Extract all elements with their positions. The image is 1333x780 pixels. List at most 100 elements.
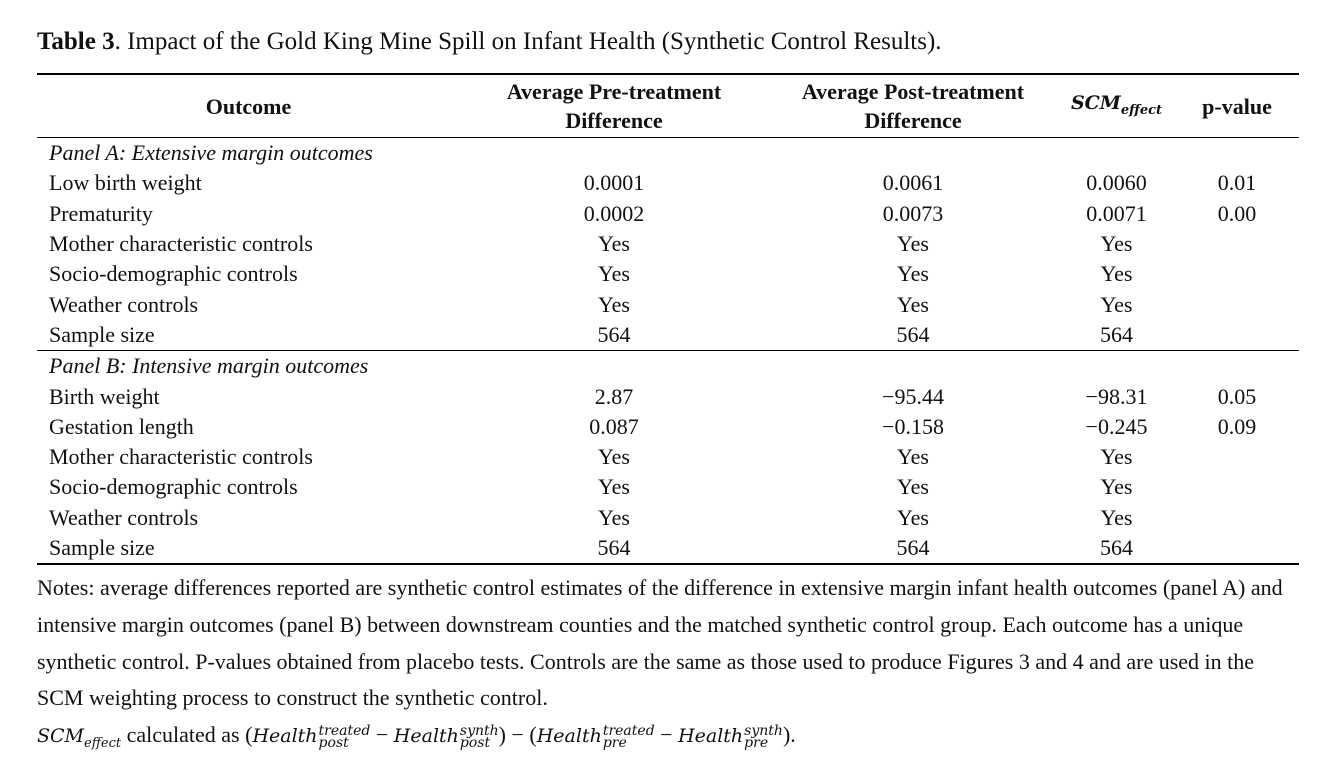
formula-term: Health synth post (393, 723, 499, 752)
results-table: Outcome Average Pre-treatment Difference A… (37, 73, 1299, 566)
column-header: Average Pre-treatment Difference (460, 73, 768, 138)
cell: 0.0073 (882, 200, 944, 226)
math-base: Health (678, 725, 744, 748)
math-base: Health (252, 725, 318, 748)
cell: Yes (1100, 504, 1133, 530)
caption-text: . Impact of the Gold King Mine Spill on … (114, 28, 942, 55)
cell: −0.245 (1085, 413, 1148, 439)
formula-term: Health synth pre (678, 723, 783, 750)
table-row: Mother characteristic controls Yes Yes Yes (37, 229, 1299, 259)
header-row: Outcome Average Pre-treatment Difference A… (37, 73, 1299, 138)
table-row: Mother characteristic controls Yes Yes Yes (37, 442, 1299, 472)
cell: Yes (1100, 291, 1133, 317)
row-label: Weather controls (49, 504, 199, 530)
table-row: Socio-demographic controls Yes Yes Yes (37, 259, 1299, 289)
superscript: synth (744, 723, 783, 740)
cell: Yes (597, 261, 630, 287)
cell: Yes (597, 291, 630, 317)
cell: 564 (768, 532, 1058, 566)
cell: 0.0002 (583, 200, 645, 226)
formula-term: SCMeffect (37, 725, 121, 751)
cell: Yes (1100, 261, 1133, 287)
cell: Yes (896, 231, 929, 257)
row-label: Low birth weight (49, 170, 202, 196)
cell: Yes (896, 291, 929, 317)
panel-title: Panel B: Intensive margin outcomes (37, 350, 1299, 382)
math-base: SCM (1070, 92, 1121, 115)
table-row: Weather controls Yes Yes Yes (37, 503, 1299, 533)
subscript: post (459, 735, 491, 752)
column-header: Outcome (37, 73, 460, 138)
cell: Yes (896, 444, 929, 470)
formula: SCMeffect calculated as (Health treated po… (37, 722, 796, 752)
cell: Yes (896, 474, 929, 500)
panel-title-row: Panel A: Extensive margin outcomes (37, 138, 1299, 169)
cell: 0.00 (1217, 200, 1257, 226)
table-row: Sample size 564 564 564 (37, 532, 1299, 566)
table-body: Panel A: Extensive margin outcomes Low bi… (37, 138, 1299, 566)
math-base: Health (393, 725, 459, 748)
cell: 2.87 (594, 383, 634, 409)
formula-text: ( (529, 722, 537, 748)
formula-text: ( (245, 722, 253, 748)
subscript: effect (84, 735, 122, 751)
formula-text: ). (782, 722, 796, 748)
cell: −0.158 (882, 413, 944, 439)
sup-sub: treated post (318, 724, 371, 752)
subscript: effect (1120, 102, 1163, 118)
formula-text: calculated as (121, 722, 246, 748)
notes-text: Notes: average differences reported are … (37, 575, 1283, 711)
cell: Yes (1100, 474, 1133, 500)
cell: 564 (1100, 321, 1133, 347)
sup-sub: treated pre (602, 724, 655, 752)
cell: Yes (597, 504, 630, 530)
column-header-math: SCMeffect (1070, 92, 1162, 118)
cell: 0.087 (589, 413, 639, 439)
subscript: post (318, 735, 349, 752)
sup-sub: synth pre (744, 723, 783, 750)
table-row: Birth weight 2.87 −95.44 −98.31 0.05 (37, 381, 1299, 411)
row-label: Sample size (49, 321, 155, 347)
row-label: Socio-demographic controls (49, 261, 298, 287)
cell (1175, 442, 1299, 472)
notes: Notes: average differences reported are … (37, 570, 1303, 763)
cell (1175, 259, 1299, 289)
table-row: Socio-demographic controls Yes Yes Yes (37, 472, 1299, 502)
cell: Yes (1100, 231, 1133, 257)
caption-label: Table 3 (37, 28, 115, 55)
row-label: Mother characteristic controls (49, 444, 313, 470)
cell (1175, 229, 1299, 259)
formula-text: − (654, 722, 679, 748)
formula-term: Health treated pre (537, 724, 655, 752)
table-row: Gestation length 0.087 −0.158 −0.245 0.09 (37, 412, 1299, 442)
subscript: pre (602, 735, 627, 752)
row-label: Mother characteristic controls (49, 231, 313, 257)
cell: 564 (597, 321, 631, 347)
superscript: synth (459, 723, 499, 740)
panel-title: Panel A: Extensive margin outcomes (49, 140, 373, 166)
cell (1175, 532, 1299, 566)
cell: 564 (1058, 532, 1175, 566)
math-base: SCM (37, 725, 85, 748)
cell: 564 (460, 532, 768, 566)
cell (1175, 320, 1299, 351)
cell: 0.01 (1217, 170, 1257, 196)
panel-title-row: Panel B: Intensive margin outcomes (37, 350, 1299, 382)
cell: 0.0001 (583, 170, 645, 196)
cell: 564 (896, 321, 930, 347)
table-row: Weather controls Yes Yes Yes (37, 289, 1299, 319)
cell: Yes (597, 474, 630, 500)
row-label: Sample size (37, 532, 460, 566)
cell: Yes (896, 504, 929, 530)
row-label: Socio-demographic controls (49, 474, 298, 500)
formula-term: Health treated post (252, 724, 371, 752)
cell: 0.0061 (882, 170, 944, 196)
formula-text: − (505, 722, 530, 748)
row-label: Prematurity (49, 200, 153, 226)
cell (1175, 289, 1299, 319)
row-label: Birth weight (49, 383, 160, 409)
cell: −95.44 (882, 383, 944, 409)
formula-text: ) (498, 722, 506, 748)
